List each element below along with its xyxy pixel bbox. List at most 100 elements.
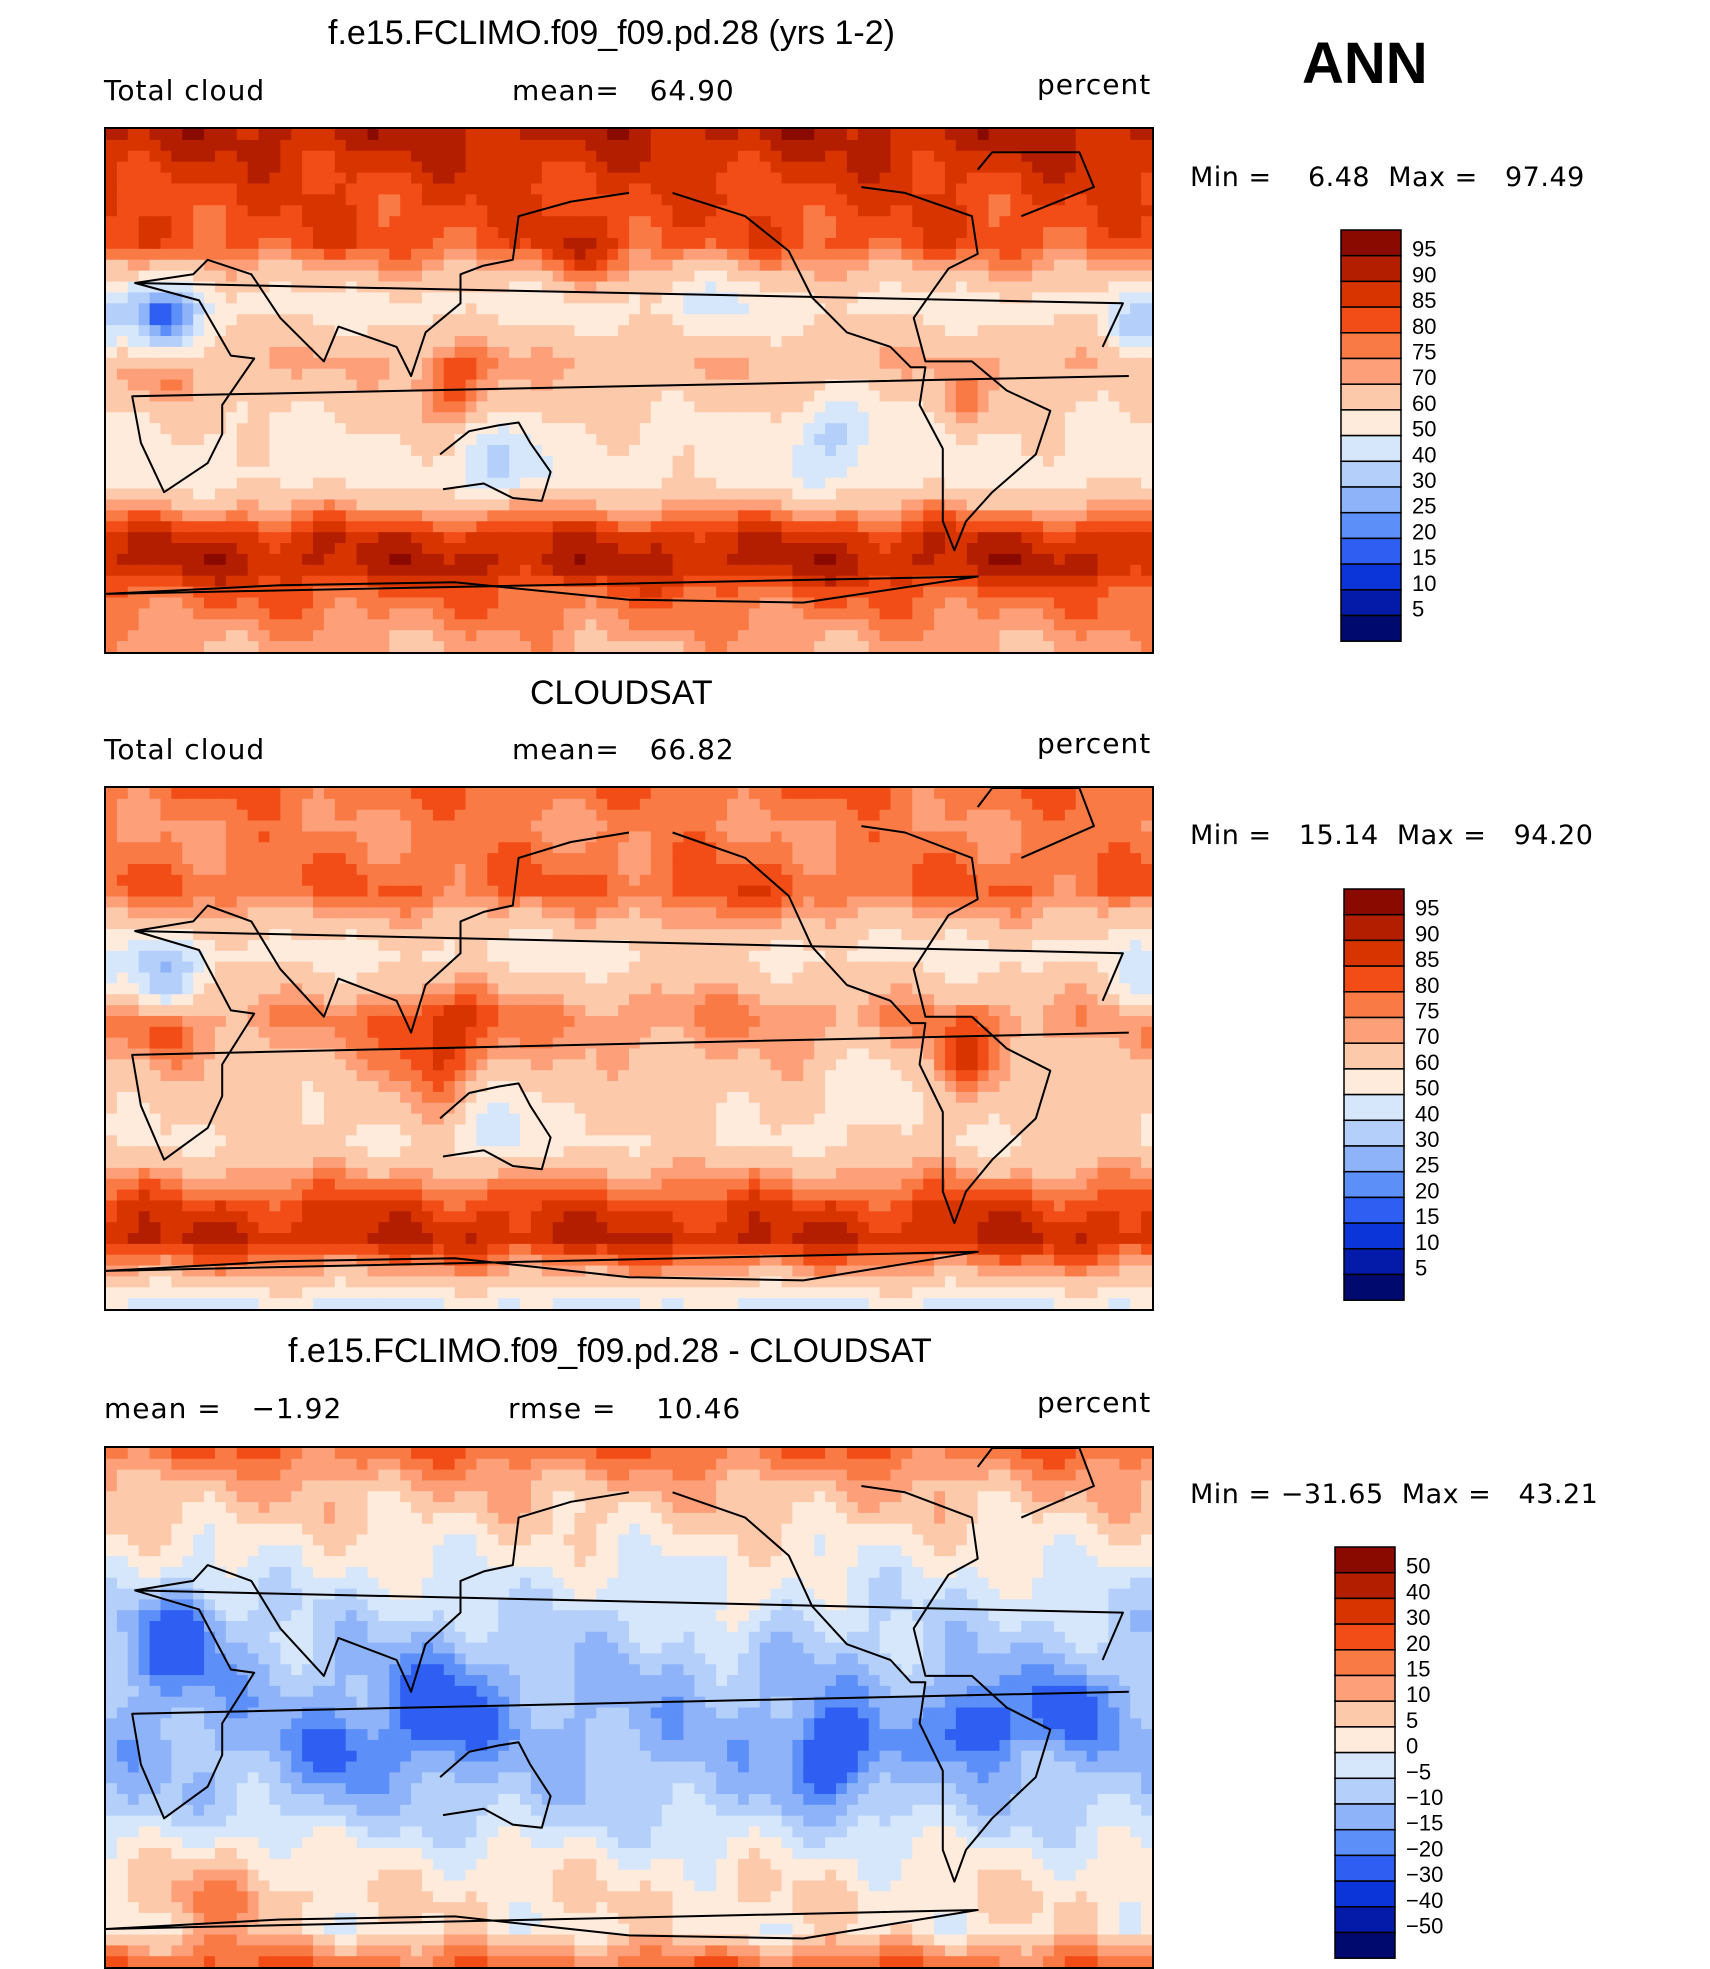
- contour-cell: [988, 325, 1001, 337]
- contour-cell: [552, 259, 565, 272]
- contour-cell: [792, 499, 804, 511]
- contour-cell: [836, 379, 848, 392]
- contour-cell: [247, 303, 260, 315]
- contour-cell: [520, 553, 532, 566]
- contour-cell: [977, 543, 990, 555]
- contour-cell: [705, 466, 717, 479]
- contour-cell: [857, 139, 870, 152]
- contour-cell: [443, 477, 456, 490]
- contour-cell: [465, 346, 478, 359]
- contour-cell: [890, 564, 902, 577]
- contour-cell: [1032, 161, 1044, 174]
- contour-cell: [258, 510, 271, 522]
- contour-cell: [1108, 216, 1120, 228]
- contour-cell: [857, 630, 870, 642]
- contour-cell: [1043, 183, 1055, 195]
- contour-cell: [727, 336, 739, 348]
- contour-cell: [291, 532, 303, 544]
- contour-cell: [944, 368, 957, 381]
- contour-cell: [432, 466, 445, 479]
- contour-cell: [138, 205, 151, 217]
- contour-cell: [770, 205, 783, 217]
- contour-cell: [421, 608, 434, 620]
- contour-cell: [650, 357, 663, 370]
- contour-cell: [465, 477, 478, 490]
- contour-cell: [552, 423, 565, 435]
- contour-cell: [596, 809, 608, 822]
- contour-cell: [585, 488, 597, 501]
- contour-cell: [1097, 379, 1110, 392]
- contour-cell: [923, 194, 935, 206]
- contour-cell: [770, 455, 783, 468]
- contour-cell: [1064, 194, 1077, 206]
- contour-cell: [204, 325, 216, 337]
- contour-cell: [378, 597, 390, 610]
- contour-cell: [421, 161, 434, 174]
- contour-cell: [836, 532, 848, 544]
- contour-cell: [334, 477, 347, 490]
- contour-cell: [923, 303, 935, 315]
- contour-cell: [923, 423, 935, 435]
- contour-cell: [1075, 161, 1088, 174]
- contour-cell: [454, 368, 467, 381]
- contour-cell: [716, 543, 728, 555]
- contour-cell: [421, 390, 434, 402]
- contour-cell: [683, 390, 695, 402]
- contour-cell: [389, 346, 401, 359]
- contour-cell: [879, 303, 892, 315]
- contour-cell: [367, 314, 379, 326]
- contour-cell: [160, 248, 172, 261]
- contour-cell: [901, 466, 913, 479]
- contour-cell: [247, 608, 260, 620]
- contour-cell: [302, 521, 314, 533]
- contour-cell: [552, 488, 565, 501]
- contour-cell: [966, 346, 979, 359]
- contour-cell: [737, 368, 750, 381]
- contour-cell: [563, 270, 576, 283]
- contour-cell: [520, 532, 532, 544]
- contour-cell: [629, 281, 641, 294]
- contour-cell: [443, 820, 456, 833]
- colorbar-swatch: [1340, 614, 1402, 642]
- contour-cell: [694, 237, 706, 250]
- contour-cell: [999, 466, 1011, 479]
- contour-cell: [291, 820, 303, 833]
- contour-cell: [857, 368, 870, 381]
- contour-cell: [988, 466, 1001, 479]
- contour-cell: [759, 129, 772, 141]
- contour-cell: [149, 798, 162, 811]
- contour-cell: [607, 477, 619, 490]
- contour-cell: [160, 597, 172, 610]
- contour-cell: [1010, 248, 1022, 261]
- contour-cell: [214, 216, 227, 228]
- contour-cell: [509, 270, 521, 283]
- contour-cell: [160, 216, 172, 228]
- contour-cell: [476, 129, 488, 141]
- contour-cell: [389, 466, 401, 479]
- contour-cell: [1053, 346, 1066, 359]
- contour-cell: [454, 357, 467, 370]
- panel2-units-label: percent: [1037, 727, 1152, 760]
- contour-cell: [999, 444, 1011, 457]
- contour-cell: [421, 194, 434, 206]
- contour-cell: [411, 788, 423, 800]
- contour-cell: [966, 553, 979, 566]
- contour-cell: [803, 216, 815, 228]
- contour-cell: [323, 630, 336, 642]
- contour-cell: [498, 161, 510, 174]
- contour-cell: [160, 161, 172, 174]
- contour-cell: [1043, 510, 1055, 522]
- contour-cell: [596, 423, 608, 435]
- contour-cell: [814, 608, 826, 620]
- contour-cell: [345, 216, 358, 228]
- contour-cell: [247, 788, 260, 800]
- contour-cell: [1064, 379, 1077, 392]
- contour-cell: [934, 292, 946, 304]
- contour-cell: [236, 325, 249, 337]
- contour-cell: [988, 237, 1001, 250]
- contour-cell: [563, 379, 576, 392]
- contour-cell: [618, 216, 630, 228]
- contour-cell: [1010, 477, 1022, 490]
- contour-cell: [1021, 237, 1033, 250]
- contour-cell: [1141, 368, 1152, 381]
